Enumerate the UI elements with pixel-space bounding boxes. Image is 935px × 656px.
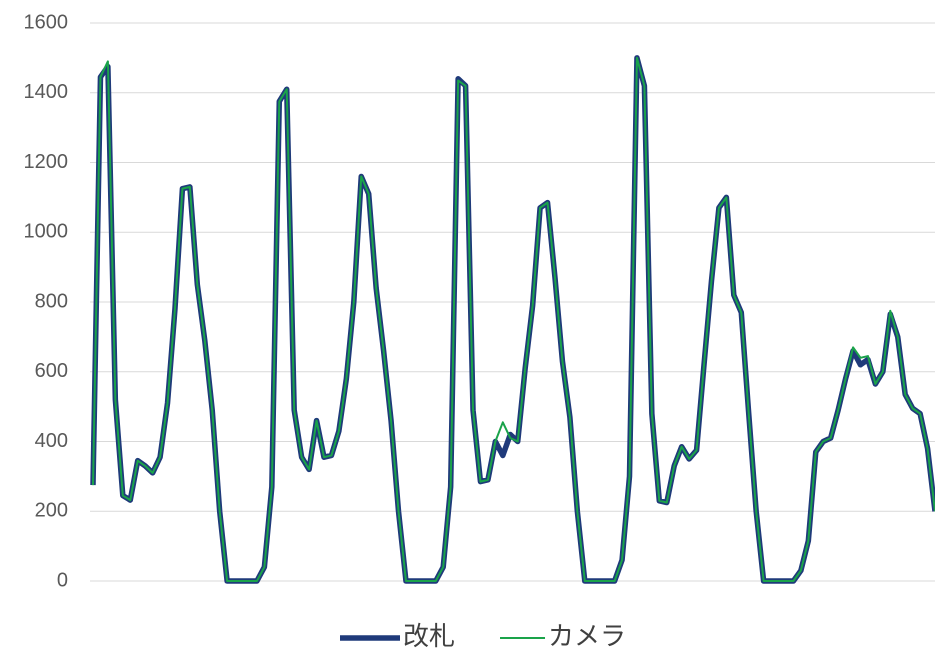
y-tick-label: 200 [35, 500, 68, 522]
y-tick-label: 1000 [24, 221, 69, 243]
legend-label: 改札 [403, 621, 455, 651]
y-tick-label: 800 [35, 290, 68, 312]
y-tick-label: 1600 [24, 11, 69, 33]
y-tick-label: 400 [35, 430, 68, 452]
y-tick-label: 1400 [24, 81, 69, 103]
y-tick-label: 1200 [24, 151, 69, 173]
legend-label: カメラ [548, 621, 626, 651]
y-tick-label: 0 [57, 569, 68, 591]
y-tick-label: 600 [35, 360, 68, 382]
series-line [92, 56, 935, 582]
